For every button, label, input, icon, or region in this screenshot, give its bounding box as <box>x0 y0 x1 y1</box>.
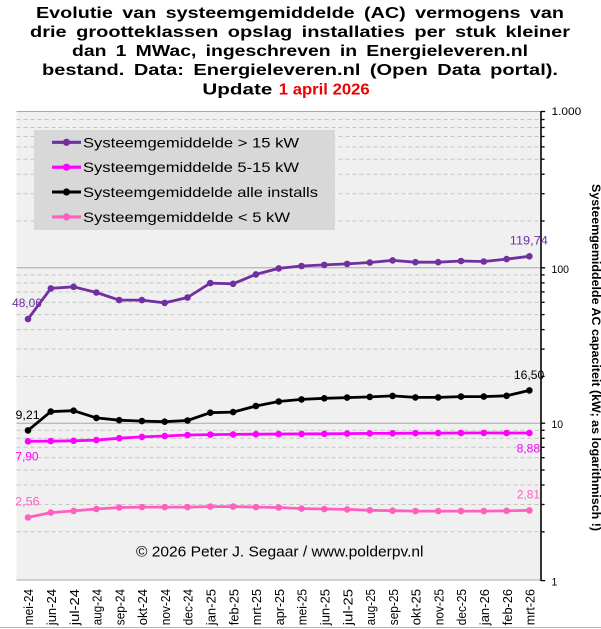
svg-text:dec-24: dec-24 <box>181 589 196 625</box>
svg-text:nov-25: nov-25 <box>431 589 446 625</box>
svg-text:2,56: 2,56 <box>15 494 40 508</box>
svg-text:2,81: 2,81 <box>517 487 540 501</box>
svg-text:dec-25: dec-25 <box>454 589 469 625</box>
svg-text:apr-25: apr-25 <box>272 589 287 625</box>
svg-text:okt-24: okt-24 <box>135 589 150 625</box>
svg-text:Systeemgemiddelde alle install: Systeemgemiddelde alle installs <box>83 185 318 200</box>
svg-text:sep-24: sep-24 <box>112 589 127 625</box>
svg-text:mei-24: mei-24 <box>21 589 36 625</box>
svg-text:jan-26: jan-26 <box>477 589 492 626</box>
svg-text:Systeemgemiddelde > 15 kW: Systeemgemiddelde > 15 kW <box>83 135 299 150</box>
svg-text:jan-25: jan-25 <box>204 589 219 626</box>
svg-text:10: 10 <box>552 419 564 431</box>
svg-text:nov-24: nov-24 <box>158 589 173 625</box>
svg-text:mei-25: mei-25 <box>295 589 310 625</box>
svg-text:© 2026 Peter J. Segaar / www.: © 2026 Peter J. Segaar / www.polderpv.nl <box>136 545 423 561</box>
svg-text:dan 1 MWac, ingeschreven in En: dan 1 MWac, ingeschreven in Energielever… <box>72 43 528 60</box>
svg-text:Systeemgemiddelde 5-15 kW: Systeemgemiddelde 5-15 kW <box>83 160 299 175</box>
svg-text:mrt-26: mrt-26 <box>523 589 538 625</box>
svg-text:Systeemgemiddelde < 5 kW: Systeemgemiddelde < 5 kW <box>83 210 290 225</box>
svg-text:Update: Update <box>202 82 272 99</box>
svg-text:48,06: 48,06 <box>12 296 42 310</box>
svg-text:aug-25: aug-25 <box>363 589 378 625</box>
svg-text:119,74: 119,74 <box>510 233 548 247</box>
svg-text:feb-26: feb-26 <box>500 589 515 625</box>
svg-text:sep-25: sep-25 <box>386 589 401 625</box>
svg-text:1 april 2026: 1 april 2026 <box>279 82 370 99</box>
svg-text:100: 100 <box>552 264 570 276</box>
svg-text:9,21: 9,21 <box>16 408 40 422</box>
svg-text:1: 1 <box>552 577 558 589</box>
svg-text:feb-25: feb-25 <box>226 589 241 625</box>
svg-text:16,50: 16,50 <box>514 368 545 382</box>
svg-text:jul-25: jul-25 <box>340 589 355 626</box>
svg-text:jun-24: jun-24 <box>44 589 59 626</box>
svg-text:jul-24: jul-24 <box>67 589 82 626</box>
svg-text:8,88: 8,88 <box>517 442 541 456</box>
svg-text:jun-25: jun-25 <box>318 589 333 626</box>
svg-text:okt-25: okt-25 <box>409 589 424 625</box>
svg-text:1.000: 1.000 <box>552 106 582 118</box>
svg-text:Evolutie van systeemgemiddelde: Evolutie van systeemgemiddelde (AC) verm… <box>36 5 564 22</box>
svg-text:7,90: 7,90 <box>16 449 39 463</box>
svg-text:drie grootteklassen opslag ins: drie grootteklassen opslag installaties … <box>30 24 570 41</box>
svg-text:bestand. Data: Energieleveren.: bestand. Data: Energieleveren.nl (Open D… <box>42 62 558 79</box>
svg-text:Systeemgemiddelde AC capacitei: Systeemgemiddelde AC capaciteit (kW; as … <box>589 184 601 531</box>
svg-text:aug-24: aug-24 <box>90 589 105 625</box>
svg-text:mrt-25: mrt-25 <box>249 589 264 625</box>
